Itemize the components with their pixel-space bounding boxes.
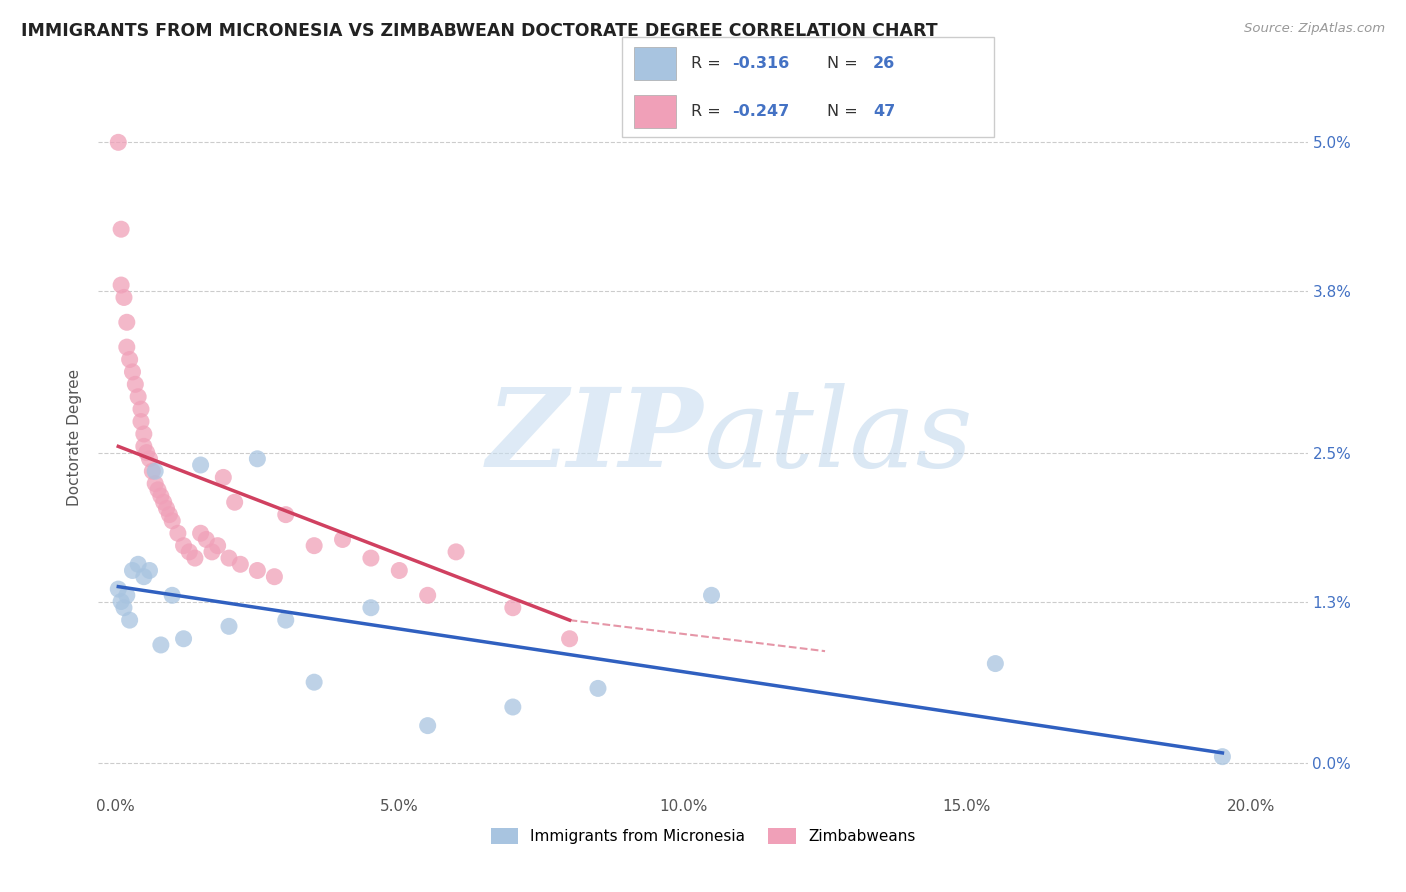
Point	[416, 588, 439, 602]
Point	[149, 489, 172, 503]
Text: N =: N =	[827, 104, 863, 120]
Point	[110, 278, 132, 293]
Point	[129, 402, 152, 417]
Point	[143, 476, 166, 491]
Point	[246, 564, 269, 578]
Point	[586, 681, 609, 696]
Point	[118, 352, 141, 367]
Point	[201, 545, 224, 559]
Text: R =: R =	[690, 56, 725, 70]
Point	[502, 600, 524, 615]
Point	[110, 594, 132, 608]
Point	[173, 539, 195, 553]
Point	[207, 539, 229, 553]
Point	[558, 632, 581, 646]
Point	[118, 613, 141, 627]
FancyBboxPatch shape	[634, 95, 675, 128]
Point	[129, 415, 152, 429]
Point	[167, 526, 190, 541]
Point	[146, 483, 169, 497]
Point	[302, 675, 325, 690]
Point	[127, 390, 149, 404]
Point	[388, 564, 411, 578]
Point	[124, 377, 146, 392]
Point	[112, 600, 135, 615]
Point	[246, 451, 269, 466]
Point	[195, 533, 218, 547]
Point	[160, 514, 183, 528]
Point	[132, 427, 155, 442]
Point	[1211, 749, 1233, 764]
Point	[984, 657, 1007, 671]
Point	[132, 570, 155, 584]
Point	[138, 564, 160, 578]
Text: Source: ZipAtlas.com: Source: ZipAtlas.com	[1244, 22, 1385, 36]
Point	[218, 551, 240, 566]
Text: atlas: atlas	[703, 384, 973, 491]
Point	[274, 613, 297, 627]
Point	[135, 445, 157, 459]
Point	[115, 340, 138, 354]
Point	[218, 619, 240, 633]
Point	[115, 315, 138, 329]
Point	[155, 501, 177, 516]
Text: N =: N =	[827, 56, 863, 70]
Point	[179, 545, 201, 559]
Point	[152, 495, 174, 509]
Text: ZIP: ZIP	[486, 384, 703, 491]
Point	[700, 588, 723, 602]
Legend: Immigrants from Micronesia, Zimbabweans: Immigrants from Micronesia, Zimbabweans	[485, 822, 921, 850]
Point	[416, 718, 439, 732]
Point	[110, 222, 132, 236]
Text: -0.247: -0.247	[733, 104, 790, 120]
Point	[107, 136, 129, 150]
Point	[107, 582, 129, 596]
Text: IMMIGRANTS FROM MICRONESIA VS ZIMBABWEAN DOCTORATE DEGREE CORRELATION CHART: IMMIGRANTS FROM MICRONESIA VS ZIMBABWEAN…	[21, 22, 938, 40]
Point	[143, 464, 166, 478]
Y-axis label: Doctorate Degree: Doctorate Degree	[67, 368, 83, 506]
Point	[190, 526, 212, 541]
Point	[302, 539, 325, 553]
Point	[157, 508, 180, 522]
Point	[141, 464, 163, 478]
Point	[160, 588, 183, 602]
Point	[212, 470, 235, 484]
Point	[112, 290, 135, 304]
Point	[138, 451, 160, 466]
Point	[444, 545, 467, 559]
FancyBboxPatch shape	[623, 37, 994, 137]
Point	[224, 495, 246, 509]
Point	[274, 508, 297, 522]
Point	[115, 588, 138, 602]
Point	[263, 570, 285, 584]
Point	[121, 365, 143, 379]
Point	[332, 533, 354, 547]
Point	[173, 632, 195, 646]
Point	[127, 558, 149, 572]
Point	[184, 551, 207, 566]
Point	[229, 558, 252, 572]
Point	[190, 458, 212, 472]
Text: -0.316: -0.316	[733, 56, 790, 70]
Point	[360, 600, 382, 615]
Text: 47: 47	[873, 104, 896, 120]
Point	[149, 638, 172, 652]
FancyBboxPatch shape	[634, 47, 675, 79]
Text: R =: R =	[690, 104, 725, 120]
Point	[360, 551, 382, 566]
Point	[132, 439, 155, 453]
Point	[502, 700, 524, 714]
Text: 26: 26	[873, 56, 896, 70]
Point	[121, 564, 143, 578]
